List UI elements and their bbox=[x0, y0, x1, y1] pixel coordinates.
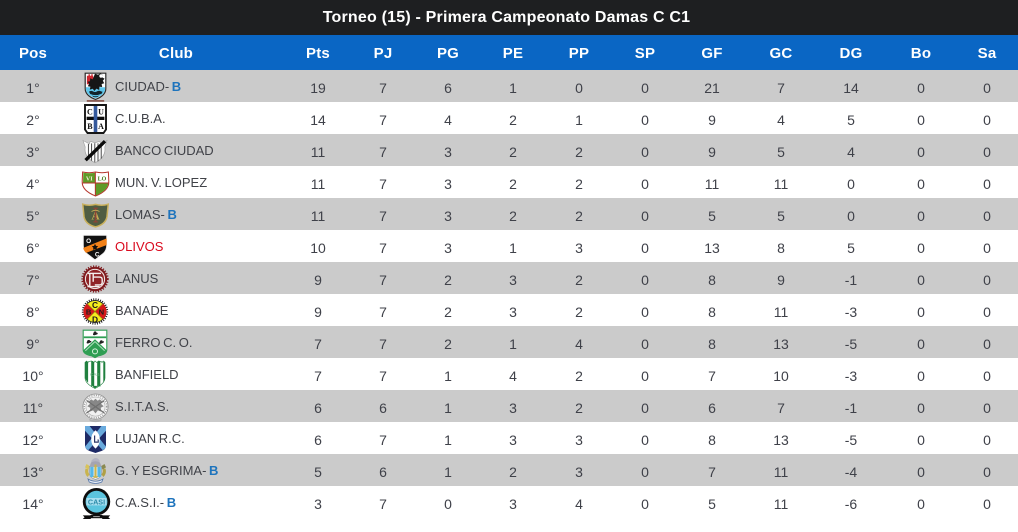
svg-text:A: A bbox=[98, 122, 104, 131]
svg-text:C: C bbox=[92, 300, 98, 310]
svg-text:N: N bbox=[99, 307, 104, 316]
svg-text:CASI: CASI bbox=[87, 498, 104, 507]
svg-text:VI: VI bbox=[85, 176, 92, 182]
svg-text:B: B bbox=[86, 307, 92, 316]
svg-text:B: B bbox=[87, 122, 93, 131]
svg-text:C: C bbox=[87, 108, 93, 117]
svg-text:O: O bbox=[86, 237, 91, 244]
svg-text:D: D bbox=[92, 314, 98, 324]
svg-text:LO: LO bbox=[97, 176, 106, 182]
svg-text:C: C bbox=[95, 251, 100, 258]
svg-text:CAB: CAB bbox=[90, 372, 99, 377]
svg-text:U: U bbox=[98, 108, 104, 117]
